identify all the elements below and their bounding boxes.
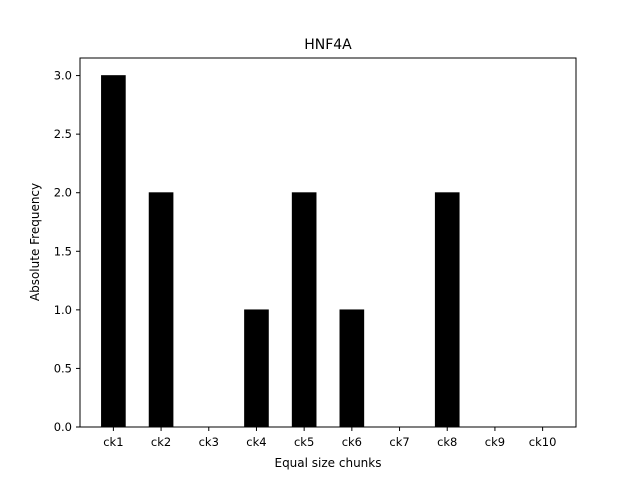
x-tick-label: ck4 <box>246 435 266 449</box>
chart-title: HNF4A <box>304 37 352 53</box>
y-ticks-group: 0.0 0.5 1.0 1.5 2.0 2.5 3.0 <box>54 69 80 434</box>
x-tick-label: ck2 <box>151 435 171 449</box>
y-tick-label: 0.0 <box>54 420 72 434</box>
x-tick-label: ck5 <box>294 435 314 449</box>
y-tick-label: 1.0 <box>54 303 72 317</box>
y-tick-label: 2.5 <box>54 127 72 141</box>
x-tick-label: ck9 <box>485 435 505 449</box>
y-tick-label: 1.5 <box>54 244 72 258</box>
bar-ck5 <box>291 192 317 428</box>
y-tick-label: 3.0 <box>54 69 72 83</box>
bars-group <box>101 75 460 428</box>
x-tick-label: ck6 <box>342 435 362 449</box>
bar-ck4 <box>244 309 269 428</box>
y-tick-label: 2.0 <box>54 186 72 200</box>
bar-ck6 <box>339 309 365 428</box>
x-tick-label: ck10 <box>529 435 557 449</box>
bar-ck8 <box>434 192 460 428</box>
x-tick-label: ck1 <box>103 435 123 449</box>
x-axis-label: Equal size chunks <box>274 456 381 470</box>
x-tick-label: ck7 <box>389 435 409 449</box>
plot-frame <box>79 57 577 428</box>
y-tick-label: 0.5 <box>54 361 72 375</box>
bar-ck1 <box>101 75 126 428</box>
x-tick-label: ck8 <box>437 435 457 449</box>
bar-ck2 <box>148 192 174 428</box>
x-tick-label: ck3 <box>199 435 219 449</box>
x-ticks-group: ck1 ck2 ck3 ck4 ck5 ck6 ck7 ck8 ck9 ck10 <box>103 427 556 449</box>
y-axis-label: Absolute Frequency <box>28 183 42 301</box>
